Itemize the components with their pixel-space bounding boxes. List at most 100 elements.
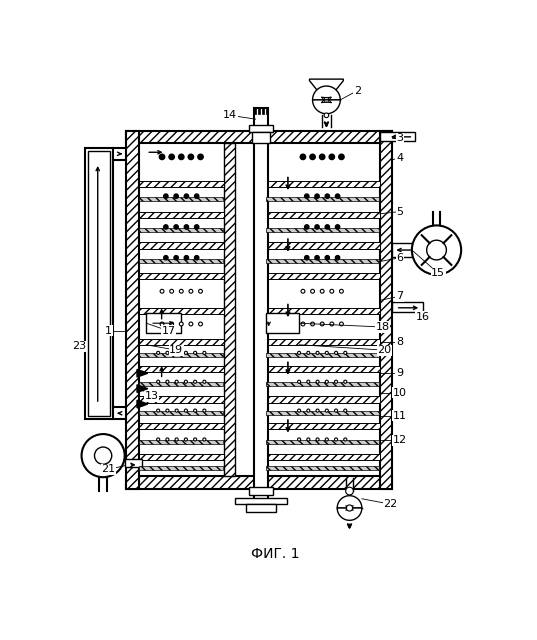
Circle shape — [203, 380, 206, 383]
Bar — [139, 197, 223, 201]
Bar — [139, 339, 224, 345]
Circle shape — [307, 380, 310, 383]
Circle shape — [188, 154, 194, 159]
Circle shape — [315, 225, 319, 229]
Circle shape — [166, 380, 169, 383]
Circle shape — [189, 289, 193, 293]
Bar — [392, 303, 423, 312]
Bar — [265, 396, 380, 403]
Bar — [139, 423, 224, 429]
Bar — [139, 353, 223, 357]
Polygon shape — [137, 369, 148, 377]
Circle shape — [175, 351, 178, 355]
Circle shape — [346, 487, 353, 495]
Circle shape — [203, 351, 206, 355]
Circle shape — [157, 380, 159, 383]
Circle shape — [427, 240, 446, 260]
Bar — [139, 365, 224, 372]
Bar — [126, 131, 139, 489]
Bar — [85, 148, 113, 419]
Circle shape — [325, 438, 328, 441]
Text: 17: 17 — [162, 326, 176, 336]
Circle shape — [344, 351, 347, 355]
Bar — [139, 454, 224, 460]
Bar — [266, 313, 300, 333]
Circle shape — [203, 438, 206, 441]
Bar — [265, 212, 380, 218]
Bar — [139, 273, 224, 279]
Bar — [224, 143, 235, 476]
Circle shape — [194, 194, 199, 198]
Bar — [146, 313, 181, 333]
Circle shape — [304, 225, 309, 229]
Circle shape — [179, 322, 183, 326]
Circle shape — [307, 351, 310, 355]
Circle shape — [175, 380, 178, 383]
Circle shape — [325, 351, 328, 355]
Circle shape — [179, 289, 183, 293]
Circle shape — [339, 289, 343, 293]
Bar — [266, 108, 268, 114]
Circle shape — [184, 409, 187, 412]
Text: 19: 19 — [169, 345, 183, 355]
Bar — [266, 467, 379, 470]
Circle shape — [325, 409, 328, 412]
Bar — [265, 308, 380, 314]
Circle shape — [175, 409, 178, 412]
Circle shape — [194, 225, 199, 229]
Bar — [266, 353, 379, 357]
Circle shape — [175, 438, 178, 441]
Circle shape — [325, 225, 330, 229]
Circle shape — [335, 438, 338, 441]
Circle shape — [170, 322, 173, 326]
Text: 12: 12 — [393, 435, 407, 445]
Text: 20: 20 — [377, 345, 391, 355]
Circle shape — [199, 322, 202, 326]
Circle shape — [344, 438, 347, 441]
Text: 18: 18 — [375, 322, 390, 332]
Circle shape — [174, 194, 178, 198]
Circle shape — [184, 255, 188, 260]
Circle shape — [164, 225, 168, 229]
Bar — [235, 498, 287, 504]
Polygon shape — [337, 496, 362, 508]
Circle shape — [325, 255, 330, 260]
Circle shape — [325, 380, 328, 383]
Text: 4: 4 — [396, 153, 403, 163]
Polygon shape — [337, 508, 362, 520]
Circle shape — [157, 409, 159, 412]
Circle shape — [307, 409, 310, 412]
Circle shape — [194, 351, 197, 355]
Text: 23: 23 — [72, 341, 86, 351]
Circle shape — [184, 194, 188, 198]
Bar — [139, 382, 223, 386]
Circle shape — [330, 322, 333, 326]
Bar — [139, 180, 224, 187]
Bar — [254, 108, 268, 508]
Circle shape — [329, 154, 335, 159]
Circle shape — [189, 322, 193, 326]
Circle shape — [160, 289, 164, 293]
Circle shape — [157, 351, 159, 355]
Circle shape — [199, 289, 202, 293]
Circle shape — [297, 351, 301, 355]
Circle shape — [164, 194, 168, 198]
Bar — [266, 197, 379, 201]
Bar — [266, 411, 379, 415]
Polygon shape — [313, 100, 340, 114]
Text: 11: 11 — [393, 411, 407, 420]
Text: 10: 10 — [393, 387, 407, 397]
Bar — [139, 259, 223, 263]
Circle shape — [335, 351, 338, 355]
Bar — [252, 132, 270, 143]
Bar — [380, 131, 392, 489]
Circle shape — [157, 438, 159, 441]
Bar — [265, 454, 380, 460]
Text: 2: 2 — [354, 86, 361, 95]
Bar — [265, 339, 380, 345]
Circle shape — [166, 409, 169, 412]
Bar — [249, 487, 272, 495]
Bar — [265, 423, 380, 429]
Circle shape — [320, 289, 324, 293]
Text: ФИГ. 1: ФИГ. 1 — [251, 547, 299, 561]
